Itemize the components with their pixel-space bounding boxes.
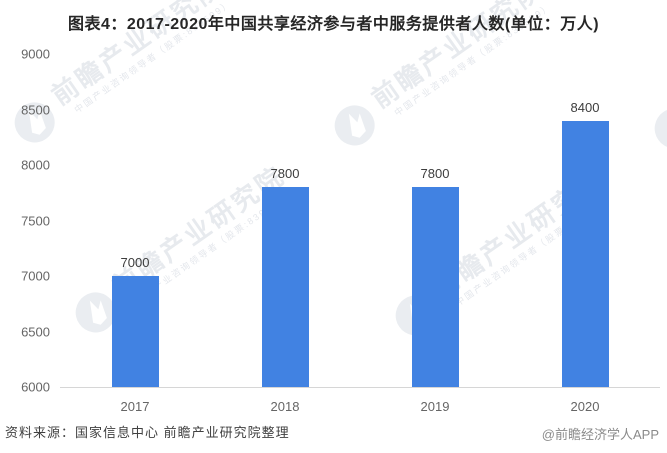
bar-2019 [411, 187, 459, 387]
y-tick-label: 8500 [21, 102, 50, 117]
bar-2018 [261, 187, 309, 387]
y-tick-label: 6000 [21, 379, 50, 395]
y-tick-label: 6500 [21, 324, 50, 339]
x-tick-label: 2018 [270, 399, 300, 414]
y-tick-label: 9000 [21, 46, 50, 62]
bar-value-label: 8400 [570, 99, 600, 115]
x-tick-label: 2019 [420, 399, 450, 414]
source-note: 资料来源：国家信息中心 前瞻产业研究院整理 [5, 425, 290, 440]
x-tick-label: 2020 [570, 399, 600, 414]
y-tick-label: 8000 [21, 157, 50, 173]
bar-2020 [561, 120, 609, 387]
bar-2017 [111, 276, 159, 387]
x-axis-line [60, 387, 660, 388]
y-tick-label: 7000 [21, 268, 50, 284]
chart-title: 图表4：2017-2020年中国共享经济参与者中服务提供者人数(单位：万人) [67, 16, 600, 33]
x-tick-label: 2017 [120, 399, 150, 414]
bar-value-label: 7800 [270, 166, 300, 182]
bar-value-label: 7000 [120, 255, 150, 270]
y-tick-label: 7500 [21, 213, 50, 228]
credit-note: @前瞻经济学人APP [541, 427, 659, 442]
bar-value-label: 7800 [420, 166, 450, 182]
